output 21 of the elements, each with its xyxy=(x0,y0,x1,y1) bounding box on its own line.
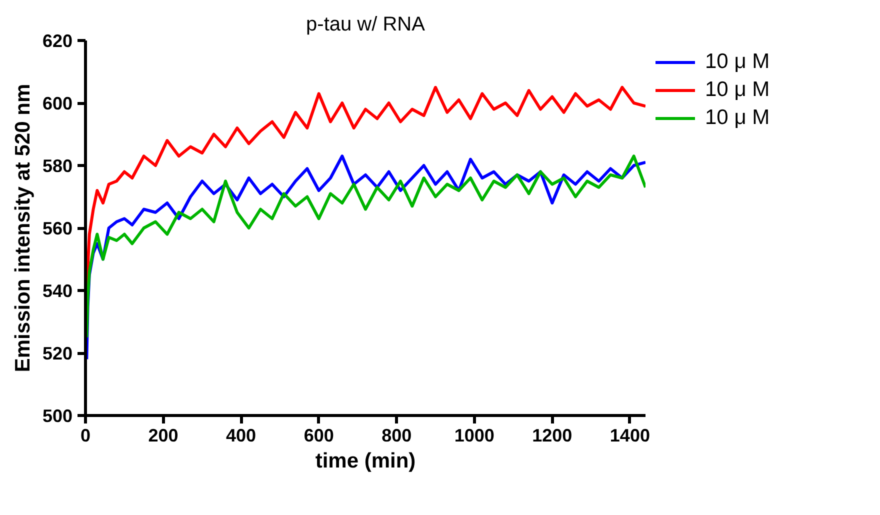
y-tick-label: 560 xyxy=(42,218,73,238)
x-tick-label: 1400 xyxy=(610,426,650,446)
y-tick-label: 500 xyxy=(42,406,73,426)
y-tick-label: 620 xyxy=(42,31,73,51)
x-tick-label: 600 xyxy=(304,426,334,446)
y-tick-label: 520 xyxy=(42,344,73,364)
x-axis-title: time (min) xyxy=(315,450,416,472)
legend-label: 10 μ M xyxy=(705,106,770,130)
y-tick-label: 580 xyxy=(42,156,73,176)
x-tick-label: 1000 xyxy=(454,426,494,446)
y-tick-label: 600 xyxy=(42,94,73,114)
x-tick-label: 400 xyxy=(226,426,256,446)
legend-label: 10 μ M xyxy=(705,78,770,102)
x-tick-label: 1200 xyxy=(532,426,572,446)
x-tick-label: 200 xyxy=(148,426,178,446)
y-axis-title: Emission intensity at 520 nm xyxy=(11,84,34,372)
x-tick-label: 800 xyxy=(382,426,412,446)
chart-title: p-tau w/ RNA xyxy=(306,14,426,36)
y-tick-label: 540 xyxy=(42,281,73,301)
x-tick-label: 0 xyxy=(80,426,91,446)
legend-label: 10 μ M xyxy=(705,50,770,74)
